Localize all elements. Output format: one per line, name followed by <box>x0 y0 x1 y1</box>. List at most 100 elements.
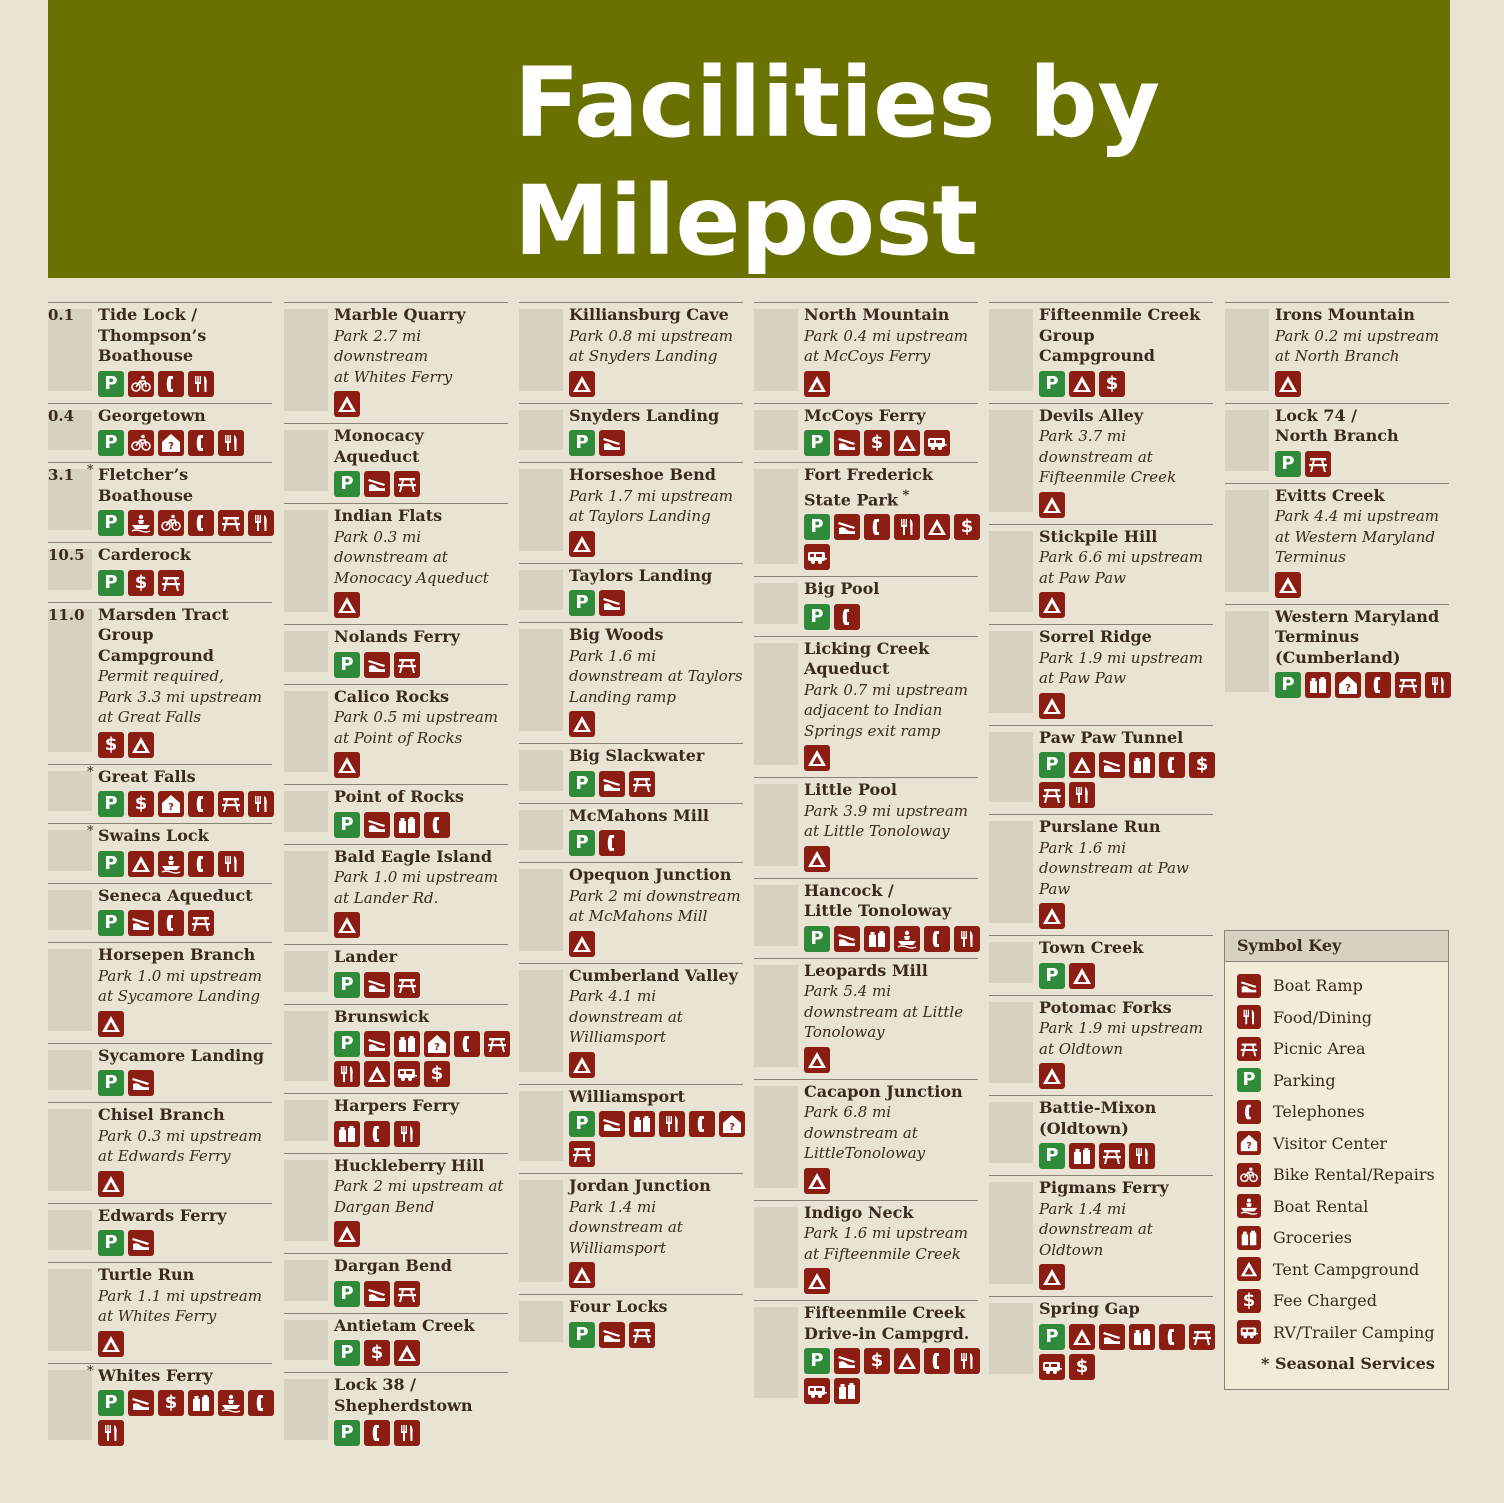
svg-text:?: ? <box>1246 1142 1251 1152</box>
fee-icon: $ <box>954 514 980 541</box>
facility-icons: P <box>569 430 747 456</box>
parking-icon: P <box>98 569 124 596</box>
visitor-center-icon: ? <box>1335 672 1361 698</box>
symbol-key-label: Tent Campground <box>1273 1259 1420 1279</box>
facility-icons: P <box>1039 962 1217 989</box>
facility-icons: P <box>804 603 982 630</box>
site-note: Park 6.6 mi upstream at Paw Paw <box>1039 548 1204 587</box>
boat-rental-icon <box>1237 1194 1261 1219</box>
telephone-icon <box>188 430 214 456</box>
parking-icon: P <box>569 590 595 616</box>
food-icon <box>98 1420 124 1446</box>
tent-icon <box>804 1167 830 1194</box>
milepost-number: 0.4 <box>48 406 75 425</box>
tent-icon <box>569 711 595 737</box>
site-name: Marble Quarry <box>334 305 466 324</box>
site-name: Licking Creek Aqueduct <box>804 638 930 679</box>
groceries-icon <box>864 925 890 952</box>
facility-icons <box>569 370 747 397</box>
site-name: Cacapon Junction <box>804 1081 963 1101</box>
site-note: Park 0.5 mi upstream at Point of Rocks <box>334 708 499 747</box>
fee-icon: $ <box>158 1390 184 1416</box>
site-name: Big Woods <box>569 625 664 644</box>
milepost-entry: Little Pool Park 3.9 mi upstream at Littl… <box>754 777 978 878</box>
parking-icon: P <box>569 1321 595 1348</box>
fee-icon: $ <box>128 569 154 596</box>
facility-icons <box>1275 571 1453 598</box>
rv-icon <box>394 1061 420 1087</box>
telephone-icon <box>599 830 625 856</box>
parking-icon: P <box>98 910 124 936</box>
groceries-icon <box>1305 672 1331 698</box>
milepost-entry: Huckleberry Hill Park 2 mi upstream at Da… <box>284 1152 508 1254</box>
fee-icon: $ <box>1189 752 1215 778</box>
site-name: Monocacy Aqueduct <box>334 426 424 466</box>
facility-icons: P $ <box>1039 752 1217 808</box>
milepost-entry: Lock 38 / Shepherdstown P <box>284 1372 508 1452</box>
food-icon <box>954 1348 980 1375</box>
tent-icon <box>334 592 360 618</box>
visitor-center-icon: ? <box>158 430 184 456</box>
boat-rental-icon <box>218 1390 244 1416</box>
groceries-icon <box>188 1390 214 1416</box>
telephone-icon <box>1159 752 1185 778</box>
milepost-entry: Big Pool P <box>754 576 978 636</box>
site-note: Park 1.7 mi upstream at Taylors Landing <box>569 486 734 526</box>
milepost-entry: * Great Falls P $? <box>48 763 274 824</box>
bike-rental-icon <box>1237 1162 1261 1187</box>
milepost-entry: Cacapon Junction Park 6.8 mi downstream a… <box>754 1078 978 1200</box>
site-note: Park 1.0 mi upstream at Lander Rd. <box>334 868 499 907</box>
site-name: Marsden Tract Group Campground <box>98 604 229 665</box>
boat-ramp-icon <box>599 1321 625 1348</box>
parking-icon: P <box>334 1280 360 1307</box>
symbol-key-title: Symbol Key <box>1225 931 1448 962</box>
telephone-icon <box>834 603 860 630</box>
site-note: Park 0.4 mi upstream at McCoys Ferry <box>804 326 969 366</box>
parking-icon: P <box>1039 962 1065 989</box>
facility-icons: P $ <box>804 1348 982 1405</box>
site-name: Stickpile Hill <box>1039 526 1158 546</box>
facility-icons <box>334 592 512 618</box>
telephone-icon <box>689 1111 715 1137</box>
site-note: Park 5.4 mi downstream at Little Tonolow… <box>804 982 964 1042</box>
site-name: Big Pool <box>804 579 880 599</box>
parking-icon: P <box>334 471 360 497</box>
milepost-number: 0.1 <box>48 306 75 324</box>
facility-icons: P <box>334 971 512 998</box>
site-note: Park 1.6 mi downstream at Paw Paw <box>1039 838 1189 898</box>
symbol-key: Symbol Key Boat Ramp Food/Dining Picnic Ar… <box>1224 930 1449 1390</box>
boat-ramp-icon <box>834 925 860 952</box>
site-name: McMahons Mill <box>569 805 709 825</box>
tent-icon <box>1069 370 1095 397</box>
symbol-key-item: P Parking <box>1225 1065 1448 1097</box>
fee-icon: $ <box>1069 1353 1095 1380</box>
site-name: Carderock <box>98 545 191 564</box>
food-icon <box>188 370 214 397</box>
telephone-icon <box>454 1031 480 1057</box>
tent-icon <box>894 430 920 456</box>
milepost-entry: Indigo Neck Park 1.6 mi upstream at Fifte… <box>754 1199 978 1301</box>
page-title: Facilities by Milepost <box>514 44 1414 280</box>
food-icon <box>218 430 244 456</box>
milepost-entry: Irons Mountain Park 0.2 mi upstream at No… <box>1225 302 1449 403</box>
site-note: Park 0.8 mi upstream at Snyders Landing <box>569 326 734 366</box>
symbol-key-label: Bike Rental/Repairs <box>1273 1165 1435 1185</box>
facility-icons <box>569 1262 747 1288</box>
symbol-key-label: Food/Dining <box>1273 1007 1373 1027</box>
milepost-entry: Horsepen Branch Park 1.0 mi upstream at S… <box>48 942 272 1043</box>
parking-icon: P <box>1237 1068 1261 1093</box>
picnic-icon <box>394 651 420 678</box>
facility-icons <box>804 745 982 772</box>
milepost-entry: Battie-Mixon (Oldtown) P <box>989 1095 1213 1175</box>
symbol-key-item: Telephones <box>1225 1096 1448 1128</box>
milepost-entry: Sorrel Ridge Park 1.9 mi upstream at Paw … <box>989 624 1213 725</box>
milepost-entry: 0.1 Tide Lock / Thompson’s Boathouse P <box>48 302 272 403</box>
parking-icon: P <box>804 430 830 456</box>
fee-icon: $ <box>128 791 154 817</box>
facility-icons <box>804 1167 982 1194</box>
milepost-entry: Nolands Ferry P <box>284 624 508 684</box>
picnic-icon <box>1395 672 1421 698</box>
symbol-key-item: Tent Campground <box>1225 1254 1448 1286</box>
milepost-entry: Evitts Creek Park 4.4 mi upstream at West… <box>1225 482 1449 604</box>
milepost-entry: Hancock / Little Tonoloway P <box>754 877 980 958</box>
